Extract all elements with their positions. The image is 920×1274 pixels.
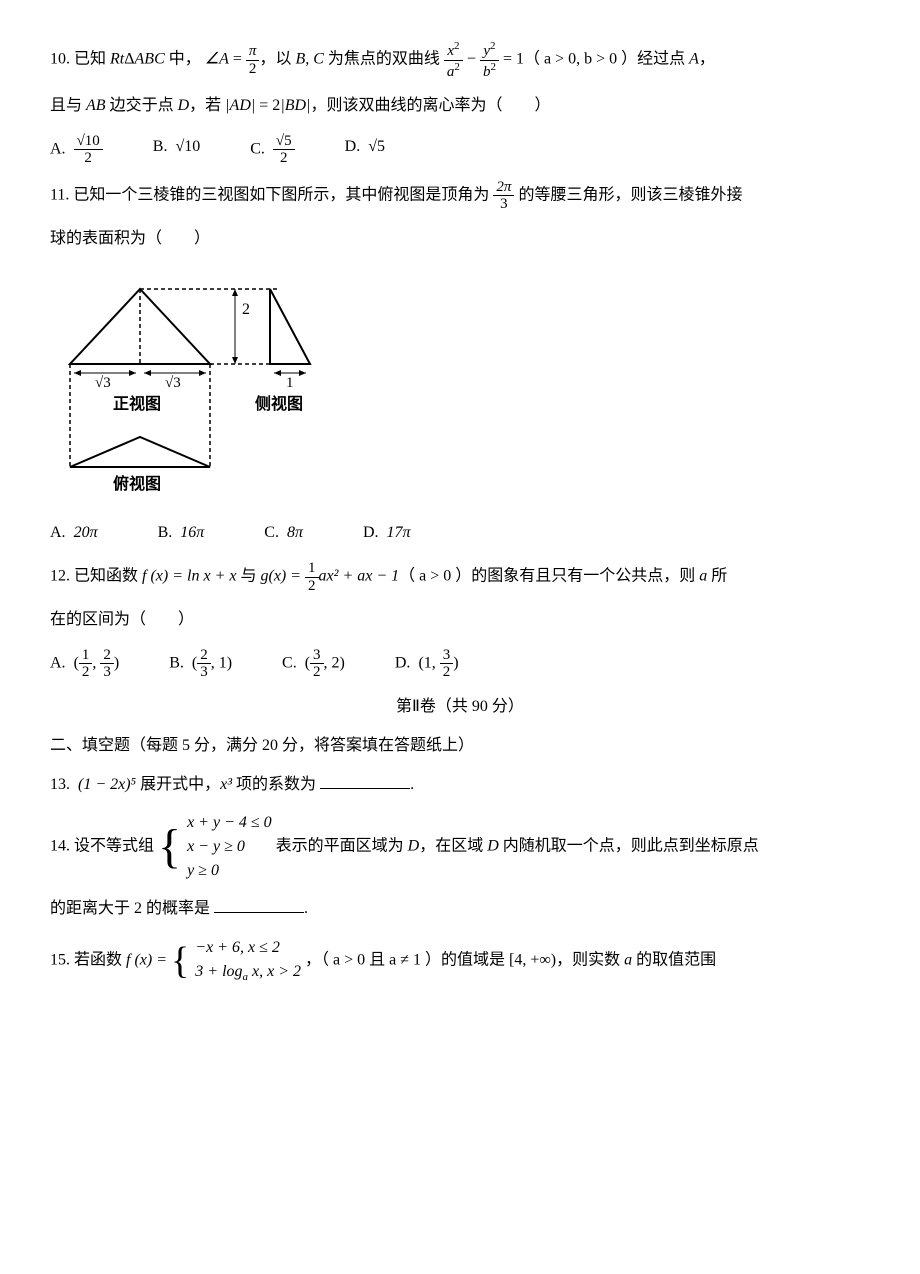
q13-number: 13. <box>50 776 70 793</box>
option-c: C. 8π <box>264 519 303 548</box>
q11-number: 11. <box>50 186 69 203</box>
three-view-diagram: √3 √3 正视图 2 1 侧视图 俯视图 <box>50 269 870 510</box>
label-sqrt3-left: √3 <box>95 375 111 391</box>
option-d: D. √5 <box>345 133 385 167</box>
option-b: B. √10 <box>153 133 200 167</box>
label-front-view: 正视图 <box>113 394 161 413</box>
q10-options: A. √102 B. √10 C. √52 D. √5 <box>50 133 870 167</box>
q12-options: A. (12, 23) B. (23, 1) C. (32, 2) D. (1,… <box>50 647 870 681</box>
q11-options: A. 20π B. 16π C. 8π D. 17π <box>50 519 870 548</box>
label-width-1: 1 <box>286 375 294 391</box>
option-d: D. 17π <box>363 519 411 548</box>
option-c: C. (32, 2) <box>282 647 345 681</box>
q15-number: 15. <box>50 952 70 969</box>
fraction: x2a2 <box>444 40 463 80</box>
q12-number: 12. <box>50 568 70 585</box>
fraction: π2 <box>246 43 260 77</box>
fraction: y2b2 <box>480 40 499 80</box>
section2-title: 二、填空题（每题 5 分，满分 20 分，将答案填在答题纸上） <box>50 732 870 761</box>
label-sqrt3-right: √3 <box>165 375 181 391</box>
option-a: A. 20π <box>50 519 98 548</box>
label-height-2: 2 <box>242 301 250 318</box>
question-10-line2: 且与 AB 边交于点 D，若 |AD| = 2|BD|，则该双曲线的离心率为（ … <box>50 92 870 121</box>
question-11-line2: 球的表面积为（ ） <box>50 225 870 254</box>
question-11: 11. 已知一个三棱锥的三视图如下图所示，其中俯视图是顶角为 2π3 的等腰三角… <box>50 179 870 213</box>
three-view-svg: √3 √3 正视图 2 1 侧视图 俯视图 <box>50 269 340 499</box>
option-a: A. (12, 23) <box>50 647 119 681</box>
option-c: C. √52 <box>250 133 294 167</box>
q10-number: 10. <box>50 51 70 68</box>
option-b: B. 16π <box>158 519 205 548</box>
case-system: { −x + 6, x ≤ 2 3 + loga x, x > 2 <box>171 936 301 986</box>
question-10: 10. 已知 RtΔABC 中， ∠A = π2，以 B, C 为焦点的双曲线 … <box>50 40 870 80</box>
case-system: { x + y − 4 ≤ 0 x − y ≥ 0 y ≥ 0 <box>158 811 272 883</box>
q14-number: 14. <box>50 838 70 855</box>
option-b: B. (23, 1) <box>169 647 232 681</box>
option-d: D. (1, 32) <box>395 647 459 681</box>
question-12: 12. 已知函数 f (x) = ln x + x 与 g(x) = 12ax²… <box>50 560 870 594</box>
question-14: 14. 设不等式组 { x + y − 4 ≤ 0 x − y ≥ 0 y ≥ … <box>50 811 870 883</box>
blank-input <box>320 772 410 789</box>
part2-title: 第Ⅱ卷（共 90 分） <box>50 693 870 722</box>
question-12-line2: 在的区间为（ ） <box>50 606 870 635</box>
label-side-view: 侧视图 <box>255 394 303 413</box>
question-15: 15. 若函数 f (x) = { −x + 6, x ≤ 2 3 + loga… <box>50 936 870 986</box>
question-14-line2: 的距离大于 2 的概率是 . <box>50 895 870 924</box>
blank-input <box>214 896 304 913</box>
option-a: A. √102 <box>50 133 103 167</box>
label-top-view: 俯视图 <box>113 474 161 493</box>
question-13: 13. (1 − 2x)⁵ 展开式中，x³ 项的系数为 . <box>50 771 870 800</box>
